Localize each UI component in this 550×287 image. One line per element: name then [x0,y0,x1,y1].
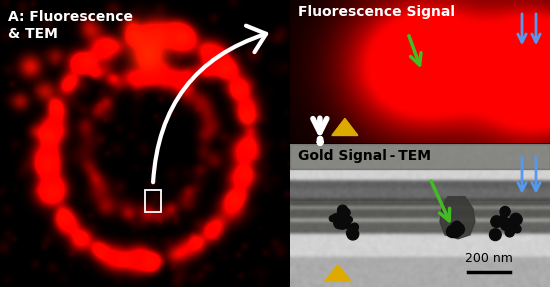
Circle shape [503,218,512,228]
Bar [290,201,550,229]
Circle shape [453,223,464,235]
Circle shape [451,222,460,231]
Circle shape [514,225,521,233]
Circle shape [453,221,461,230]
Circle shape [447,226,458,238]
Polygon shape [440,197,475,239]
Text: 200 nm: 200 nm [465,252,513,265]
Bar [290,144,550,168]
Circle shape [337,218,348,229]
Circle shape [505,228,514,237]
Circle shape [491,216,502,227]
Circle shape [500,207,510,217]
Circle shape [346,217,353,223]
Circle shape [343,221,351,228]
FancyArrowPatch shape [153,26,266,182]
Circle shape [347,228,359,240]
Polygon shape [332,119,358,135]
Text: Fluorescence Signal: Fluorescence Signal [298,5,455,19]
Text: A: Fluorescence
& TEM: A: Fluorescence & TEM [8,10,133,41]
Bar [145,190,161,212]
Circle shape [505,219,516,229]
Polygon shape [325,265,351,281]
Circle shape [501,220,508,227]
Circle shape [500,221,510,230]
Circle shape [334,217,345,229]
Circle shape [490,229,501,241]
Circle shape [499,215,507,222]
Circle shape [351,223,359,231]
Circle shape [448,225,459,236]
Circle shape [329,216,336,222]
Circle shape [493,219,501,227]
Circle shape [450,226,461,237]
Circle shape [338,205,348,215]
Circle shape [341,208,350,217]
Circle shape [510,213,522,225]
Circle shape [337,210,344,218]
Circle shape [346,229,354,236]
Circle shape [332,214,339,220]
Circle shape [509,223,518,233]
Circle shape [512,214,522,225]
Text: Gold Signal - TEM: Gold Signal - TEM [298,148,431,162]
